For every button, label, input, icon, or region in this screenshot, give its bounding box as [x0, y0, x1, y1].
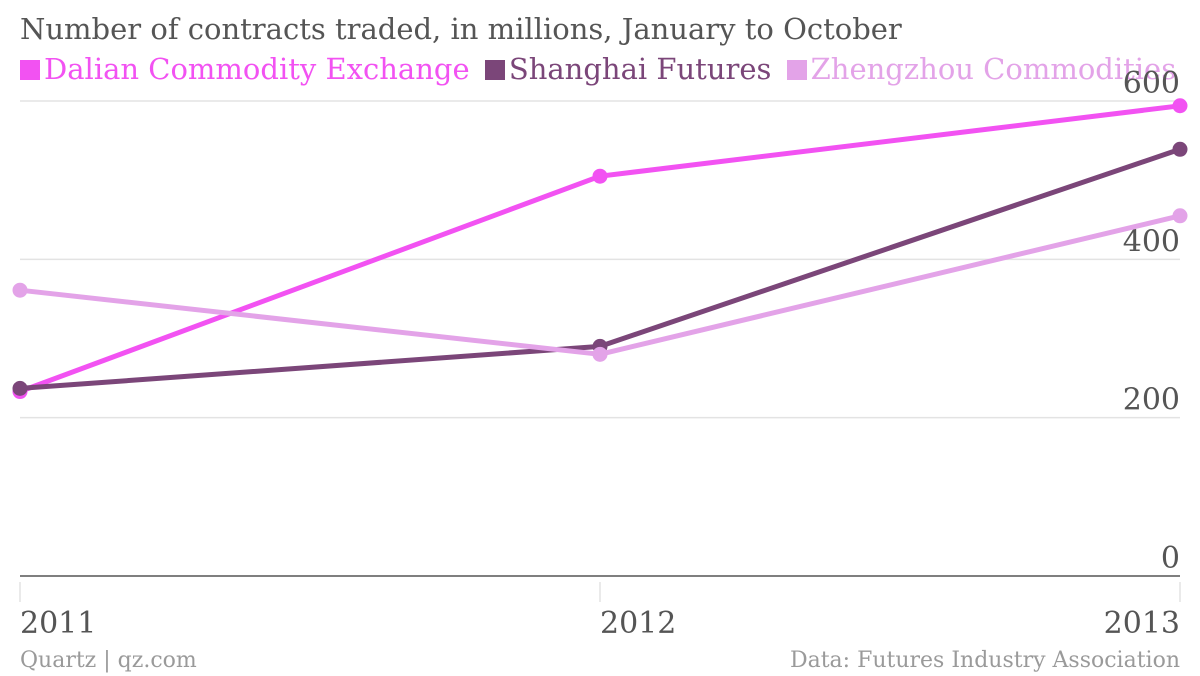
legend-swatch-dalian: [20, 60, 40, 80]
legend-item-dalian: Dalian Commodity Exchange: [20, 52, 470, 86]
data-point-dalian-2013: [1172, 98, 1188, 114]
x-tick-label-2013: 2013: [1104, 606, 1180, 641]
data-point-dalian-2012: [592, 168, 608, 184]
legend-label-dalian: Dalian Commodity Exchange: [44, 52, 470, 86]
legend-swatch-shanghai: [484, 60, 505, 80]
data-point-shanghai-2013: [1172, 141, 1188, 157]
data-point-zhengzhou-2013: [1172, 208, 1188, 224]
legend-label-zhengzhou: Zhengzhou Commodities: [810, 52, 1177, 86]
y-tick-label-200: 200: [1123, 383, 1180, 418]
data-point-shanghai-2011: [12, 380, 28, 396]
y-tick-label-600: 600: [1123, 66, 1180, 101]
legend-item-shanghai: Shanghai Futures: [484, 52, 772, 86]
x-tick-label-2012: 2012: [600, 606, 676, 641]
data-point-zhengzhou-2011: [12, 282, 28, 298]
legend-label-shanghai: Shanghai Futures: [508, 52, 772, 86]
footer-source-right: Data: Futures Industry Association: [789, 648, 1180, 673]
legend-swatch-zhengzhou: [786, 60, 807, 80]
x-tick-label-2011: 2011: [20, 606, 96, 641]
series-line-zhengzhou: [17, 213, 1183, 357]
y-tick-label-400: 400: [1123, 224, 1180, 259]
y-tick-label-0: 0: [1161, 541, 1180, 576]
chart-title: Number of contracts traded, in millions,…: [20, 12, 902, 46]
legend-item-zhengzhou: Zhengzhou Commodities: [786, 52, 1177, 86]
legend: Dalian Commodity Exchange Shanghai Futur…: [20, 52, 1182, 86]
data-point-zhengzhou-2012: [592, 346, 608, 362]
footer-source-left: Quartz | qz.com: [20, 648, 197, 673]
